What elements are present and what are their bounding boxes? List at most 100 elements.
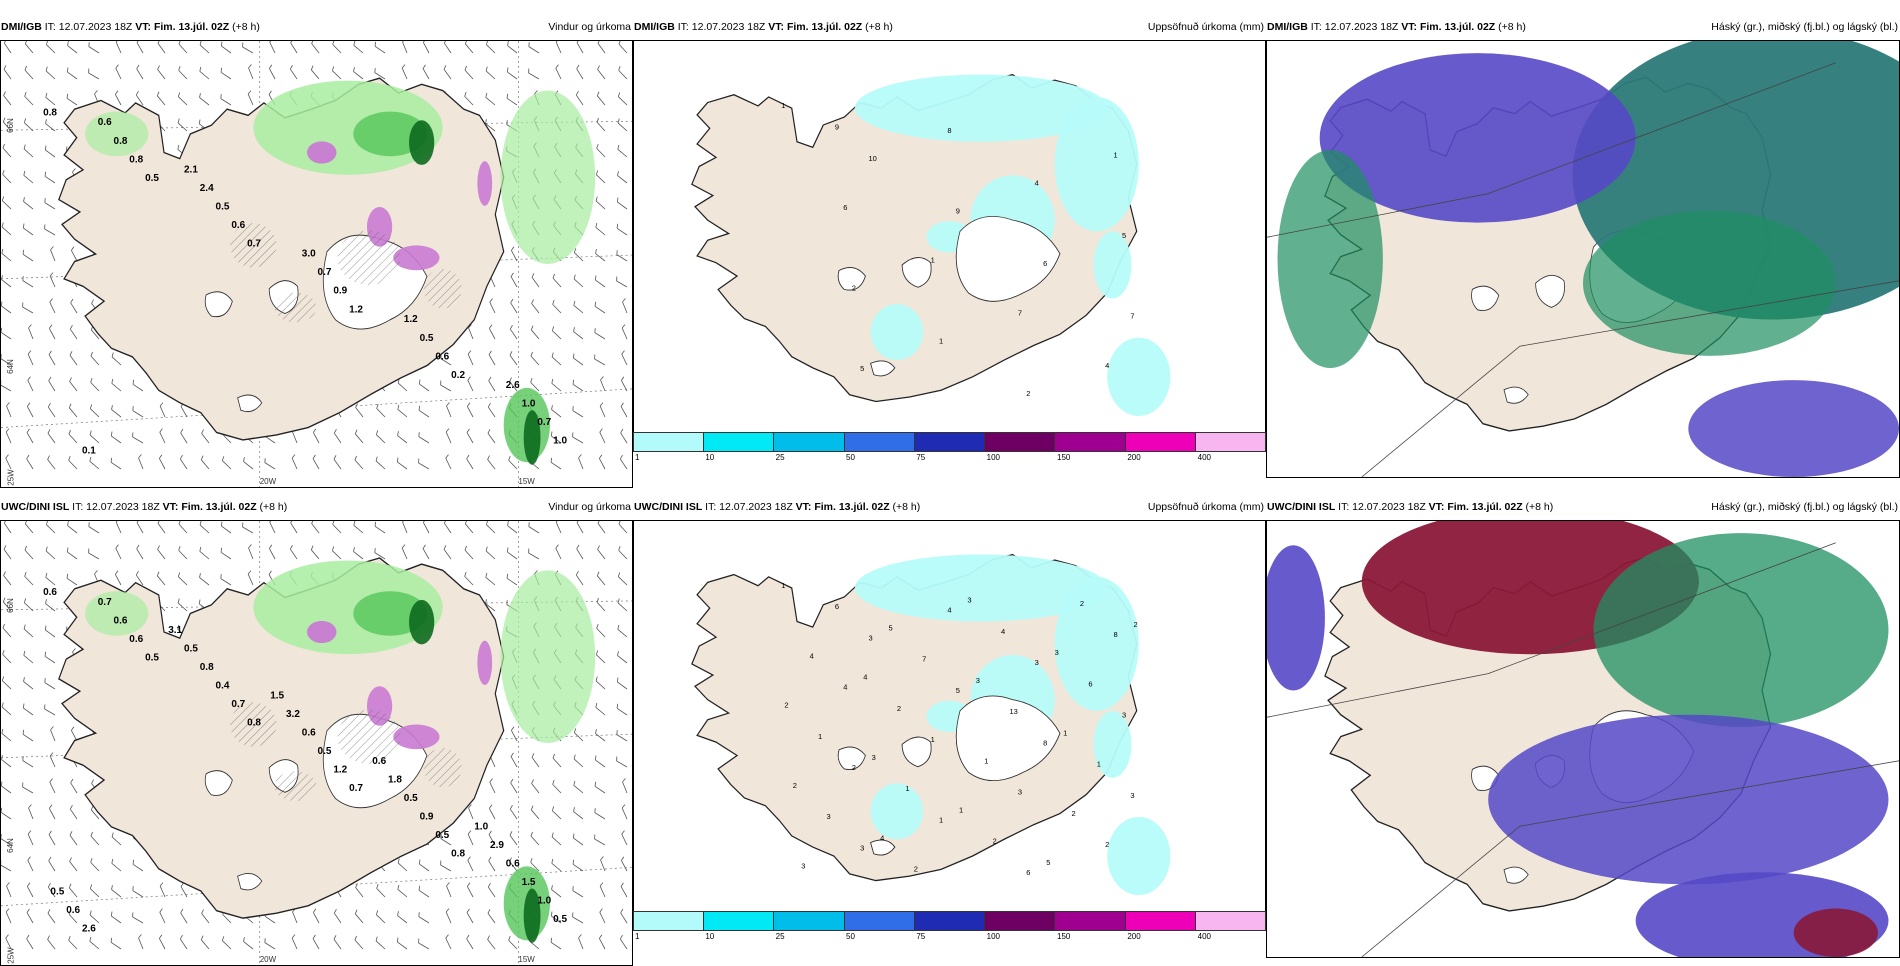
hail-area <box>393 245 440 271</box>
mid-cloud-area <box>1267 545 1325 691</box>
precip-amount-label: 1 <box>984 756 988 765</box>
wind-barb <box>511 726 518 742</box>
wind-barb <box>220 94 232 106</box>
panel-header: DMI/IGB IT: 12.07.2023 18Z VT: Fim. 13.j… <box>0 14 633 40</box>
precip-amount-label: 1.0 <box>553 436 567 447</box>
wind-barb <box>446 402 452 418</box>
wind-barb <box>1 702 12 716</box>
legend-tick: 1 <box>635 453 640 462</box>
valid-label: VT: <box>162 501 179 513</box>
domain-boundary <box>1361 760 1899 957</box>
wind-barb <box>247 90 254 106</box>
model-name: DMI/IGB <box>634 21 675 33</box>
legend-swatch-3 <box>844 912 915 930</box>
valid-label: VT: <box>1428 501 1445 513</box>
map-cloud[interactable] <box>1266 520 1900 958</box>
wind-barb <box>69 857 78 872</box>
wind-barb <box>23 650 34 664</box>
wind-barb <box>487 909 496 924</box>
wind-barb <box>464 41 474 54</box>
wind-barb <box>467 830 474 846</box>
wind-barb <box>617 171 628 184</box>
precip-amount-label: 2.1 <box>184 164 198 175</box>
rain-area <box>409 599 435 645</box>
wind-barb <box>1 327 12 340</box>
precip-amount-label: 2 <box>1071 809 1075 818</box>
wind-barb <box>89 910 100 924</box>
precip-amount-label: 0.6 <box>506 858 520 869</box>
wind-barb <box>467 376 474 392</box>
wind-barb <box>220 574 232 586</box>
wind-barb <box>110 431 122 444</box>
valid-time: Fim. 13.júl. 02Z <box>814 501 890 513</box>
wind-barb <box>178 66 188 80</box>
wind-barb <box>44 198 56 210</box>
wind-barb <box>111 832 122 846</box>
precip-amount-label: 0.7 <box>247 239 261 250</box>
glacier <box>955 695 1061 782</box>
wind-barb <box>1 807 12 820</box>
wind-barb <box>575 570 584 586</box>
axis-label-lon20: 20W <box>259 477 277 486</box>
wind-barb <box>528 522 540 534</box>
wind-barb <box>24 65 34 80</box>
wind-barb <box>70 778 78 794</box>
map-precip[interactable]: 1 3 5 8 3 3 4 3 3 2 1 6 8 4 1 3 2 6 7 13 1 3 2 4 6 1 1 2 2 4 2 1 2 3 5 3 1 2 4… <box>633 520 1266 924</box>
wind-barb <box>618 521 628 534</box>
wind-barb <box>510 752 518 768</box>
map-cloud[interactable] <box>1266 40 1900 478</box>
rain-area <box>353 111 427 157</box>
axis-label-lat64: 64N <box>5 837 15 853</box>
wind-barb <box>23 144 34 158</box>
wind-barb <box>269 64 276 80</box>
wind-barb <box>622 298 628 314</box>
wind-barb <box>248 64 254 80</box>
precip-amount-label: 2.4 <box>200 183 214 194</box>
legend-swatch-7 <box>1125 912 1196 930</box>
wind-barb <box>467 856 474 872</box>
lead-time: (+8 h) <box>1498 21 1526 33</box>
wind-barb <box>1 834 12 846</box>
wind-barb <box>48 376 56 392</box>
mid-cloud-area <box>1319 53 1636 223</box>
wind-barb <box>576 544 584 560</box>
wind-barb <box>596 144 606 158</box>
legend-ticks: 1 10 25 50 75 100 150 200 400 <box>633 453 1266 465</box>
wind-barb <box>572 859 584 872</box>
wind-barb <box>5 454 12 470</box>
precip-amount-label: 0.6 <box>43 587 57 598</box>
precip-area <box>854 554 1108 622</box>
wind-barb <box>199 573 210 586</box>
map-precip[interactable]: 1 10 9 6 7 5 8 4 5 2 1 2 1 6 1 7 4 9 <box>633 40 1266 445</box>
wind-barb <box>311 521 320 534</box>
precip-amount-label: 5 <box>889 623 893 632</box>
wind-barb <box>48 350 56 366</box>
precip-amount-label: 5 <box>1122 231 1126 240</box>
hail-area <box>307 620 337 644</box>
precip-amount-label: 2.6 <box>506 380 520 391</box>
wind-barb <box>68 909 78 924</box>
wind-barb <box>88 68 100 80</box>
glacier <box>1471 285 1500 311</box>
precip-amount-label: 3 <box>869 633 873 642</box>
wind-barb <box>464 545 474 560</box>
wind-barb <box>22 223 34 236</box>
wind-barb <box>418 432 430 444</box>
wind-barb <box>531 779 540 794</box>
map-wind[interactable]: 0.8 0.5 0.7 1.2 0.2 1.0 0.8 0.6 0.9 0.6 0.7 0.8 0.5 0… <box>0 40 633 488</box>
wind-barb <box>70 298 78 314</box>
legend-tick: 200 <box>1127 932 1141 941</box>
wind-barb <box>397 431 408 444</box>
wind-barb <box>551 832 562 846</box>
precip-area <box>1054 576 1139 711</box>
wind-barb <box>616 250 628 262</box>
wind-barb <box>468 804 474 820</box>
panel-header: UWC/DINI ISL IT: 12.07.2023 18Z VT: Fim.… <box>0 494 633 520</box>
wind-barb <box>375 936 386 950</box>
map-wind[interactable]: 0.6 0.5 0.8 0.7 0.8 0.5 0.6 0.7 1.2 0.5 1.0 0.6 0.4 0… <box>0 520 633 966</box>
wind-barb <box>3 41 12 54</box>
wind-barb <box>6 402 12 418</box>
panel-title: Háský (gr.), miðský (fj.bl.) og lágský (… <box>1711 501 1898 513</box>
wind-barb <box>66 67 78 80</box>
wind-barb <box>69 831 78 846</box>
